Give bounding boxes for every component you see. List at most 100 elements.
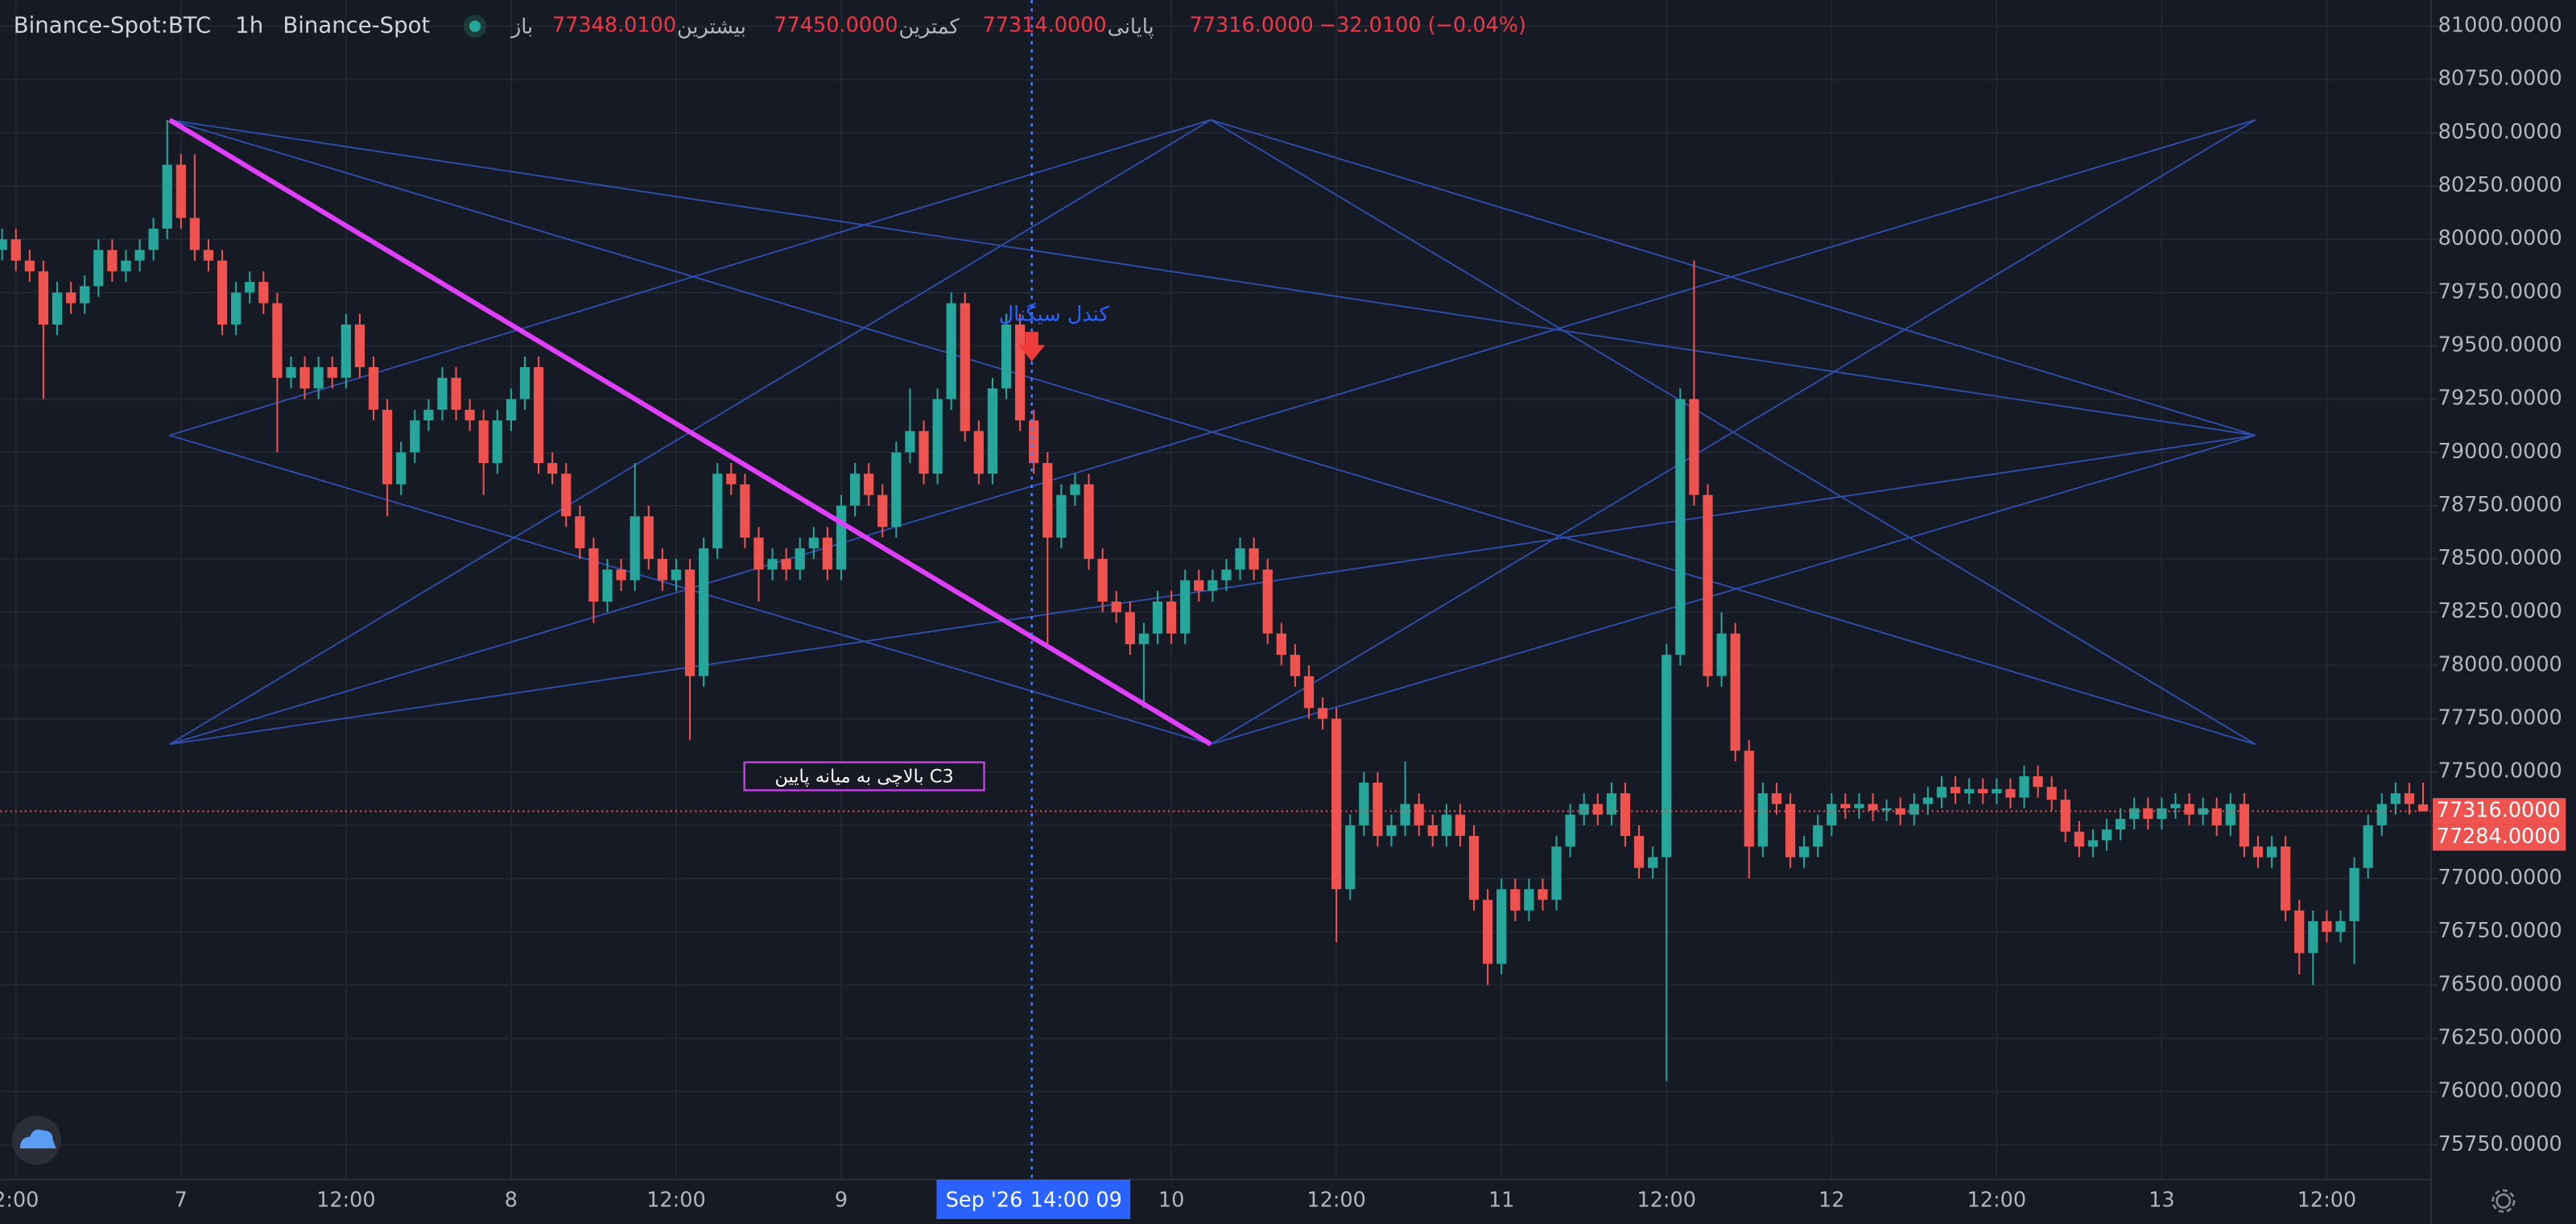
candle-body [1262,569,1273,634]
candle-body [464,409,475,421]
candle-body [2074,831,2084,847]
candle-body [2033,775,2043,788]
signal-arrow [1018,332,1046,362]
x-tick-label: 12:00 [316,1188,376,1212]
candle-body [1482,899,1493,964]
candle-body [2101,829,2112,841]
candle-body [575,516,585,548]
y-tick-label: 79250.0000 [2438,387,2562,411]
x-tick-label: 10 [1158,1188,1184,1212]
candle-body [1152,602,1163,634]
price-marker-label: 77284.0000 [2437,825,2561,849]
candle-body [1675,399,1686,655]
candle-body [2143,808,2153,819]
candle-body [1633,836,1645,868]
candle-body [410,420,420,453]
candle-body [107,250,118,271]
candle-body [121,260,131,271]
exchange: Binance-Spot [283,13,430,39]
candle-body [2294,910,2305,953]
candle-body [1964,788,1975,794]
candle-body [1565,814,1575,847]
candle-body [134,250,145,261]
candle-body [2225,804,2235,825]
x-tick-label: 12 [1818,1188,1844,1212]
candle-body [2363,825,2373,868]
candle-body [1854,804,1864,808]
candle-body [2005,788,2016,798]
candle-body [2404,793,2415,804]
candle-body [1606,793,1617,815]
y-tick-label: 80750.0000 [2438,67,2562,91]
candle-body [437,378,448,410]
candle-body [1716,633,1727,676]
candle-body [877,494,888,527]
candle-body [506,399,517,421]
y-tick-label: 78500.0000 [2438,546,2562,570]
candle-body [753,537,764,570]
candle-body [1303,676,1315,709]
candle-body [1524,889,1534,911]
candle-body [80,286,90,304]
pattern-line [169,119,2256,746]
candle-body [1276,633,1286,655]
drawings [169,119,2256,746]
candle-body [1373,782,1383,837]
candle-body [341,325,351,378]
candle-body [2239,804,2250,847]
change: −32.0100 (−0.04%) [1319,14,1526,38]
candle-body [1827,804,1837,825]
candle-body [684,569,696,676]
candle-body [795,548,805,570]
candle-body [1538,889,1548,900]
candle-body [726,473,737,485]
x-tick-label: 12:00 [1307,1188,1366,1212]
y-tick-label: 78750.0000 [2438,493,2562,517]
candle-body [864,473,874,495]
candle-body [492,420,502,464]
candle-body [1194,580,1204,591]
candle-body [2184,804,2194,815]
annotation-text: بالاچی به میانه پایین C3 [774,767,953,788]
x-tick-label: 7 [175,1188,188,1212]
candle-body [2019,775,2029,798]
candle-body [2376,804,2387,825]
y-tick-label: 79000.0000 [2438,440,2562,464]
settings-icon[interactable] [2491,1189,2516,1214]
candle-body [423,409,434,421]
candle-body [1881,808,1892,811]
axes: 75750.0000 76000.0000 76250.0000 76500.0000… [0,14,2566,1212]
candle-body [2308,920,2318,953]
candle-body [24,260,35,271]
candle-body [313,366,324,389]
gear-center [2496,1193,2512,1209]
candle-body [699,548,709,676]
candle-body [148,228,159,250]
candle-body [1290,655,1300,676]
ohlc-label: بیشترین [677,15,746,39]
candle-body [1950,787,1961,794]
candle-body [905,431,915,453]
y-tick-label: 78000.0000 [2438,652,2562,676]
candle-body [2129,808,2140,819]
candle-body [189,217,200,250]
candle-body [932,399,943,474]
x-tick-label: 12:00 [1967,1188,2027,1212]
candle-body [643,516,654,560]
candle-body [258,282,269,304]
candle-body [1015,325,1026,421]
candle-body [1056,494,1067,538]
candle-body [1703,494,1713,676]
candle-body [1840,804,1851,808]
candle-body [175,164,186,218]
candle-body [1978,788,1988,794]
candle-body [1208,580,1218,591]
grid [0,0,2432,1180]
candle-body [836,505,847,570]
ohlc-value: 77316.0000 [1190,14,1314,38]
annotation-box [743,761,985,792]
candle-body [547,463,558,474]
candle-body [1111,602,1121,613]
candle-body [2281,846,2291,911]
candle-body [657,559,667,581]
